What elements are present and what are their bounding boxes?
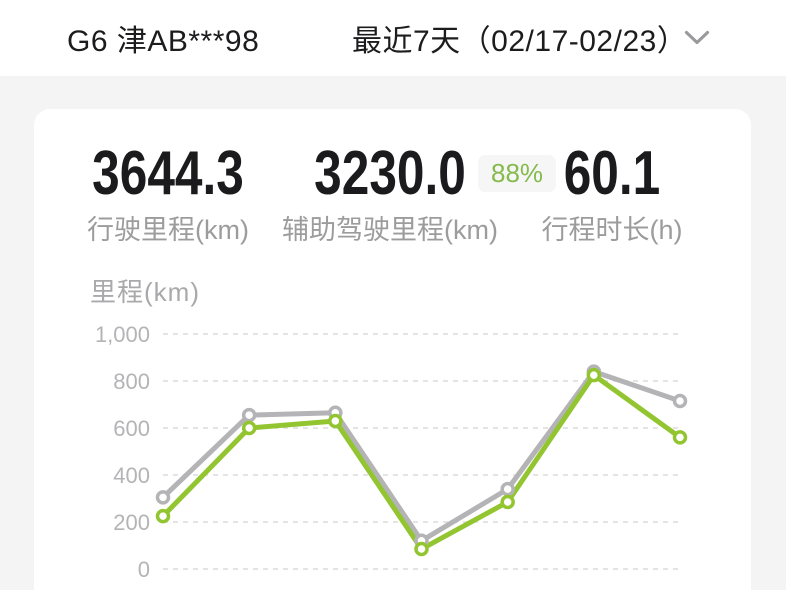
driving-mileage-value: 3644.3 xyxy=(92,139,244,208)
data-point-marker[interactable] xyxy=(155,508,171,524)
header: G6 津AB***98 最近7天（02/17-02/23） xyxy=(0,0,786,76)
assisted-mileage-percentage-badge: 88% xyxy=(478,155,557,192)
assisted-mileage-label: 辅助驾驶里程(km) xyxy=(282,215,498,245)
vehicle-selector[interactable]: G6 津AB***98 xyxy=(67,25,260,58)
stat-assisted-mileage: 3230.0 辅助驾驶里程(km) xyxy=(282,143,498,247)
data-point-marker[interactable] xyxy=(500,481,515,497)
y-tick-label: 800 xyxy=(113,369,150,394)
data-point-marker[interactable] xyxy=(328,413,343,429)
data-point-marker[interactable] xyxy=(241,407,257,423)
data-point-marker[interactable] xyxy=(241,420,257,436)
y-tick-label: 0 xyxy=(138,557,150,582)
data-point-marker[interactable] xyxy=(500,494,515,510)
date-range-selector[interactable]: 最近7天（02/17-02/23） xyxy=(352,25,688,58)
chart-y-axis-title: 里程(km) xyxy=(90,277,200,307)
data-point-marker[interactable] xyxy=(414,541,429,557)
data-point-marker[interactable] xyxy=(155,490,171,505)
trip-duration-value: 60.1 xyxy=(563,139,661,208)
data-point-marker[interactable] xyxy=(586,367,602,383)
stats-card: 3644.3 行驶里程(km) 3230.0 辅助驾驶里程(km) 88% 60… xyxy=(34,109,751,590)
data-point-marker[interactable] xyxy=(672,430,688,445)
chevron-down-icon[interactable] xyxy=(683,28,711,48)
series-line-行驶里程 xyxy=(160,369,683,544)
y-tick-label: 200 xyxy=(113,510,150,535)
stat-trip-duration: 60.1 行程时长(h) xyxy=(542,143,683,247)
series-line-辅助驾驶里程 xyxy=(160,372,683,552)
y-tick-label: 1,000 xyxy=(95,322,150,347)
mileage-chart[interactable]: 1,000 800 600 400 200 0 xyxy=(34,319,751,590)
trip-duration-label: 行程时长(h) xyxy=(541,215,683,245)
assisted-mileage-value: 3230.0 xyxy=(314,139,466,208)
driving-mileage-label: 行驶里程(km) xyxy=(87,215,249,245)
y-tick-label: 400 xyxy=(113,463,150,488)
y-tick-label: 600 xyxy=(113,416,150,441)
data-point-marker[interactable] xyxy=(672,393,688,409)
stat-driving-mileage: 3644.3 行驶里程(km) xyxy=(73,143,263,247)
